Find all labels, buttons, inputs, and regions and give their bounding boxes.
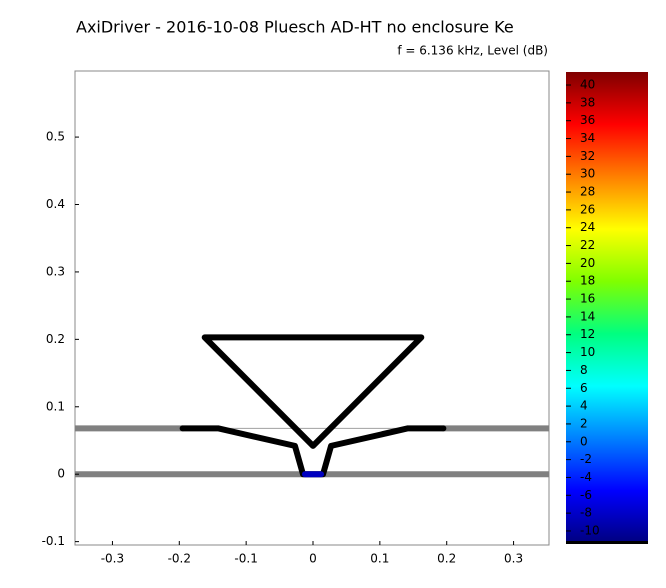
colorbar-tick-label: 8 <box>580 363 588 377</box>
colorbar-tick-label: 36 <box>580 113 595 127</box>
colorbar-tick-label: 38 <box>580 95 595 109</box>
colorbar-tick-label: 6 <box>580 381 588 395</box>
colorbar-tick-label: 14 <box>580 309 595 323</box>
colorbar-tick-label: 30 <box>580 167 595 181</box>
x-tick-label: -0.3 <box>101 552 124 566</box>
colorbar-base <box>566 541 648 544</box>
shape-line <box>201 334 425 449</box>
colorbar-tick-label: -2 <box>580 452 592 466</box>
colorbar-tick-label: 4 <box>580 399 588 413</box>
chart-title: AxiDriver - 2016-10-08 Pluesch AD-HT no … <box>76 18 514 37</box>
colorbar-tick-label: 24 <box>580 220 595 234</box>
colorbar <box>566 72 648 543</box>
colorbar-tick-label: 16 <box>580 292 595 306</box>
y-tick-label: 0.4 <box>46 197 65 211</box>
colorbar-tick-label: 12 <box>580 327 595 341</box>
y-tick-label: 0.2 <box>46 332 65 346</box>
x-tick-label: 0.1 <box>370 552 389 566</box>
colorbar-tick-label: 32 <box>580 149 595 163</box>
colorbar-tick-label: 2 <box>580 416 588 430</box>
x-tick-label: 0.3 <box>504 552 523 566</box>
y-tick-label: 0.1 <box>46 399 65 413</box>
colorbar-tick-label: -8 <box>580 506 592 520</box>
colorbar-tick-label: 40 <box>580 78 595 92</box>
colorbar-tick-label: 26 <box>580 202 595 216</box>
y-tick-label: -0.1 <box>42 534 65 548</box>
colorbar-tick-label: 0 <box>580 434 588 448</box>
colorbar-tick-label: 22 <box>580 238 595 252</box>
plot-area <box>75 334 549 478</box>
colorbar-tick-label: -10 <box>580 523 600 537</box>
colorbar-tick-label: -6 <box>580 488 592 502</box>
y-tick-label: 0.3 <box>46 264 65 278</box>
colorbar-tick-label: 28 <box>580 185 595 199</box>
x-tick-label: 0.2 <box>437 552 456 566</box>
colorbar-tick-label: 20 <box>580 256 595 270</box>
x-tick-label: -0.1 <box>234 552 257 566</box>
x-tick-label: -0.2 <box>168 552 191 566</box>
x-tick-label: 0 <box>309 552 317 566</box>
colorbar-tick-label: 34 <box>580 131 595 145</box>
chart-subtitle: f = 6.136 kHz, Level (dB) <box>397 44 548 58</box>
colorbar-tick-label: -4 <box>580 470 592 484</box>
y-tick-label: 0 <box>57 467 65 481</box>
colorbar-tick-label: 10 <box>580 345 595 359</box>
y-tick-label: 0.5 <box>46 130 65 144</box>
plot-frame <box>74 70 550 546</box>
colorbar-tick-label: 18 <box>580 274 595 288</box>
